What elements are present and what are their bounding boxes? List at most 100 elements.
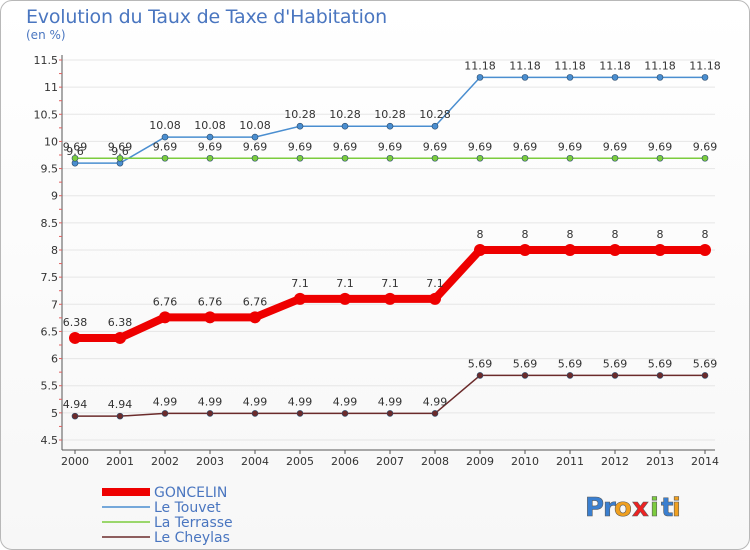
data-label: 5.69 xyxy=(513,357,538,370)
data-point xyxy=(341,154,349,162)
data-point xyxy=(611,372,619,379)
data-point xyxy=(386,410,394,417)
data-label: 4.94 xyxy=(63,398,88,411)
data-label: 9.69 xyxy=(558,140,583,153)
data-label: 9.69 xyxy=(423,140,448,153)
data-label: 5.69 xyxy=(558,357,583,370)
logo-letter: i xyxy=(650,493,659,523)
x-tick-label: 2013 xyxy=(646,455,674,468)
data-label: 11.18 xyxy=(554,59,586,72)
data-point xyxy=(339,292,351,305)
data-point xyxy=(71,154,79,162)
x-tick-label: 2010 xyxy=(511,455,539,468)
data-label: 10.28 xyxy=(419,108,451,121)
data-label: 9.69 xyxy=(198,140,223,153)
data-point xyxy=(566,154,574,162)
data-point xyxy=(609,244,621,256)
x-tick-label: 2002 xyxy=(151,455,179,468)
data-label: 9.6 xyxy=(66,145,84,158)
data-label: 6.38 xyxy=(108,316,133,329)
y-tick-label: 8 xyxy=(51,244,58,257)
data-label: 11.18 xyxy=(644,59,676,72)
data-point xyxy=(431,410,439,417)
data-point xyxy=(701,74,709,81)
data-label: 4.99 xyxy=(378,395,403,408)
data-point xyxy=(341,410,349,417)
x-tick-label: 2007 xyxy=(376,455,404,468)
data-label: 10.28 xyxy=(374,108,406,121)
data-label: 9.69 xyxy=(108,140,133,153)
y-tick-label: 6 xyxy=(51,353,58,366)
data-label: 6.76 xyxy=(198,295,223,308)
x-tick-label: 2004 xyxy=(241,455,269,468)
data-label: 4.99 xyxy=(243,395,268,408)
data-point xyxy=(159,311,171,324)
data-point xyxy=(161,154,169,162)
y-tick-label: 11 xyxy=(44,81,58,94)
y-tick-label: 5.5 xyxy=(41,380,59,393)
legend-label: La Terrasse xyxy=(154,515,233,531)
logo-letter: P xyxy=(585,493,604,523)
data-point xyxy=(161,133,169,141)
data-point xyxy=(656,74,664,81)
data-label: 5.69 xyxy=(693,357,718,370)
data-label: 4.94 xyxy=(108,398,133,411)
legend-label: GONCELIN xyxy=(154,485,227,501)
data-point xyxy=(296,122,304,130)
data-label: 11.18 xyxy=(689,59,721,72)
data-point xyxy=(429,292,441,305)
data-point xyxy=(204,311,216,324)
data-label: 10.28 xyxy=(284,108,316,121)
data-label: 8 xyxy=(522,228,529,241)
y-tick-label: 6.5 xyxy=(41,325,59,338)
x-tick-label: 2003 xyxy=(196,455,224,468)
data-label: 4.99 xyxy=(423,395,448,408)
data-label: 11.18 xyxy=(599,59,631,72)
data-point xyxy=(431,122,439,130)
data-label: 10.08 xyxy=(239,119,271,132)
data-label: 6.38 xyxy=(63,316,88,329)
data-label: 7.1 xyxy=(336,277,354,290)
data-point xyxy=(206,133,214,141)
data-point xyxy=(386,122,394,130)
data-label: 9.69 xyxy=(63,140,88,153)
data-point xyxy=(701,154,709,162)
x-tick-label: 2014 xyxy=(691,455,719,468)
data-point xyxy=(116,412,124,420)
data-point xyxy=(656,372,664,379)
x-tick-label: 2005 xyxy=(286,455,314,468)
y-tick-label: 4.5 xyxy=(41,434,59,447)
logo-letter: r xyxy=(603,493,616,523)
data-point xyxy=(206,154,214,162)
data-point xyxy=(116,154,124,162)
data-point xyxy=(521,154,529,162)
data-point xyxy=(654,244,666,256)
data-point xyxy=(161,410,169,417)
x-tick-label: 2001 xyxy=(106,455,134,468)
data-point xyxy=(476,74,484,81)
data-point xyxy=(294,292,306,305)
data-point xyxy=(296,410,304,417)
logo-letter: x xyxy=(632,493,649,523)
data-label: 6.76 xyxy=(153,295,178,308)
x-tick-label: 2006 xyxy=(331,455,359,468)
data-label: 11.18 xyxy=(509,59,541,72)
data-label: 9.69 xyxy=(153,140,178,153)
data-point xyxy=(251,410,259,417)
y-tick-label: 10.5 xyxy=(34,108,59,121)
data-label: 10.28 xyxy=(329,108,361,121)
data-label: 7.1 xyxy=(291,277,309,290)
data-label: 7.1 xyxy=(426,277,444,290)
data-label: 9.69 xyxy=(243,140,268,153)
y-axis-unit-label: (en %) xyxy=(26,28,66,42)
legend-label: Le Cheylas xyxy=(154,530,230,546)
data-point xyxy=(71,412,79,420)
data-label: 9.69 xyxy=(288,140,313,153)
x-tick-label: 2012 xyxy=(601,455,629,468)
logo-letter: t xyxy=(661,493,673,523)
data-label: 9.69 xyxy=(378,140,403,153)
data-label: 9.6 xyxy=(111,145,129,158)
